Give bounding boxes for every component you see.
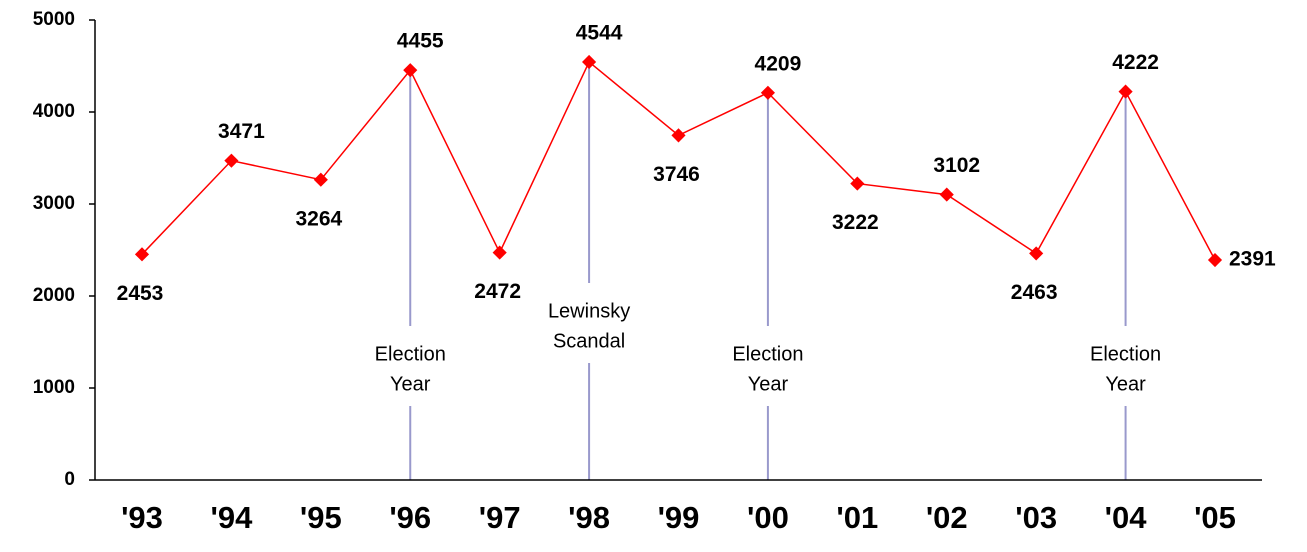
marker (671, 128, 686, 143)
marker (850, 176, 865, 191)
line (141, 60, 1216, 261)
annotation-text: Scandal (553, 330, 625, 352)
value-label: 4455 (397, 30, 444, 53)
x-tick-label: '95 (300, 500, 342, 535)
annotation-text: Lewinsky (548, 300, 630, 322)
value-label: 3222 (832, 211, 879, 234)
annotation-bg (358, 326, 463, 406)
marker (492, 245, 507, 260)
value-label: 4544 (576, 21, 623, 44)
y-tick-label: 4000 (33, 101, 75, 122)
x-tick-label: '96 (389, 500, 431, 535)
x-tick-label: '99 (658, 500, 700, 535)
annotation-text: Election (1090, 343, 1161, 365)
x-tick-label: '02 (926, 500, 968, 535)
y-tick-label: 0 (64, 469, 75, 490)
value-label: 2463 (1011, 281, 1058, 304)
x-tick-label: '00 (747, 500, 789, 535)
marker (403, 63, 418, 78)
x-tick-label: '04 (1105, 500, 1148, 535)
x-tick-label: '98 (568, 500, 610, 535)
x-tick-label: '05 (1194, 500, 1236, 535)
marker (1029, 246, 1044, 261)
marker (134, 247, 150, 262)
y-tick-label: 3000 (33, 193, 75, 214)
annotation-bg (537, 283, 642, 363)
value-label: 2472 (474, 280, 521, 303)
annotation-text: Election (375, 343, 446, 365)
x-tick-label: '03 (1015, 500, 1057, 535)
value-label: 3471 (218, 120, 265, 143)
marker (582, 54, 597, 70)
value-label: 4209 (755, 52, 802, 75)
x-tick-label: '93 (121, 500, 163, 535)
marker (313, 172, 328, 187)
annotation-bg (715, 326, 820, 406)
annotation-text: Year (390, 373, 431, 395)
marker (939, 187, 954, 202)
annotation-bg (1073, 326, 1178, 406)
x-tick-label: '01 (836, 500, 878, 535)
annotation-text: Year (748, 373, 789, 395)
value-label: 2391 (1229, 248, 1276, 271)
value-label: 3102 (933, 154, 980, 177)
annotation-text: Election (732, 343, 803, 365)
value-label: 2453 (117, 282, 164, 305)
x-tick-label: '94 (210, 500, 253, 535)
y-tick-label: 5000 (33, 9, 75, 30)
y-tick-label: 2000 (33, 285, 75, 306)
x-tick-label: '97 (479, 500, 521, 535)
y-tick-label: 1000 (33, 377, 75, 398)
marker (760, 85, 775, 100)
value-label: 3264 (295, 207, 342, 230)
value-label: 3746 (653, 163, 700, 186)
annotation-text: Year (1105, 373, 1146, 395)
marker (1207, 252, 1223, 268)
marker (224, 153, 239, 168)
value-label: 4222 (1112, 51, 1159, 74)
marker (1118, 84, 1133, 99)
